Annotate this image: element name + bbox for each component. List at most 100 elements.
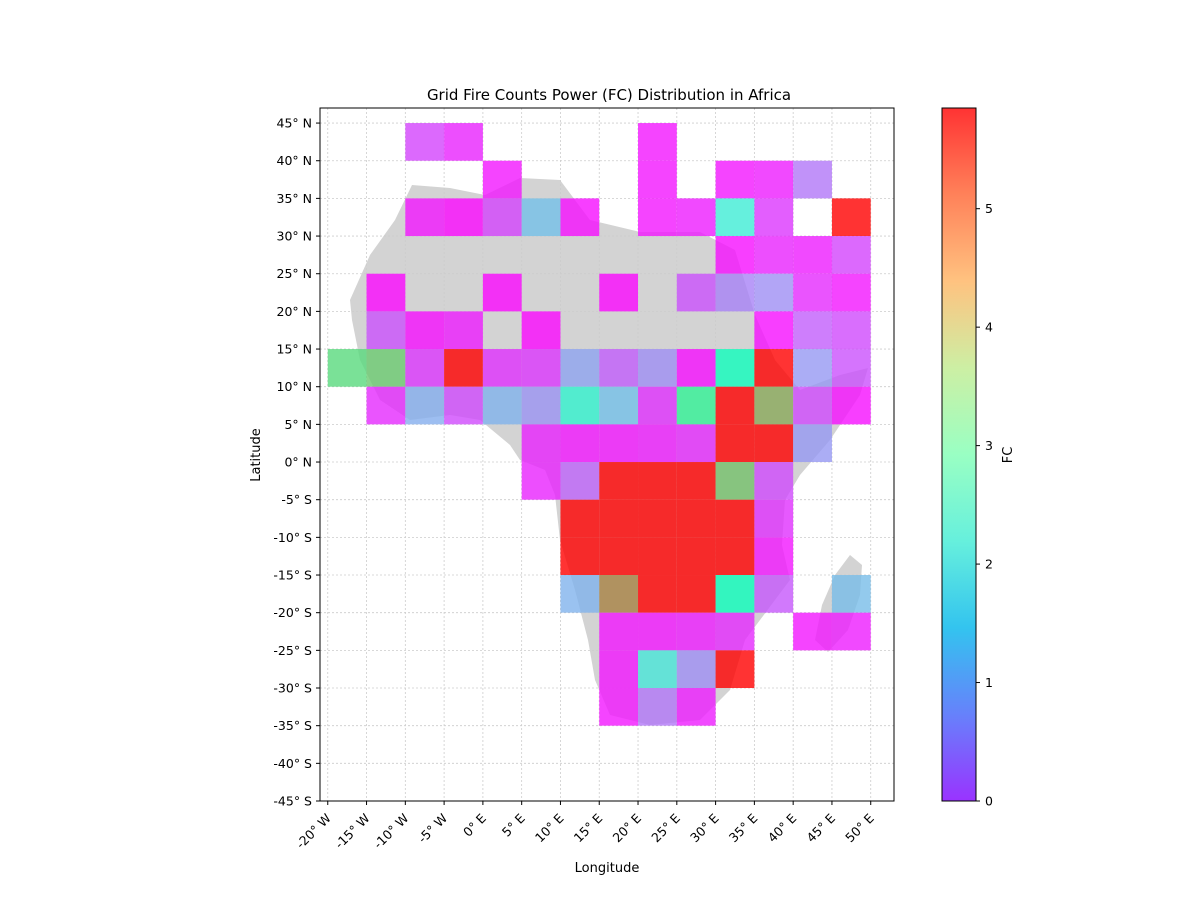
y-tick-label: -5° S [281,492,312,507]
heatmap-cell [638,462,677,500]
heatmap-cell [405,349,445,387]
heatmap-cell [482,386,522,425]
y-tick-label: 15° N [277,342,312,357]
heatmap-cell [715,650,755,689]
x-tick-label: -5° W [415,811,450,846]
heatmap-cell [521,386,561,425]
heatmap-cell [715,198,755,237]
colorbar-tick-label: 2 [985,557,993,572]
heatmap-cell [560,386,600,425]
heatmap-cell [638,650,677,689]
heatmap-cell [831,386,871,425]
heatmap-cell [715,537,755,576]
x-tick-label: 45° E [803,810,838,845]
heatmap-cell [560,198,600,237]
y-tick-label: 20° N [277,304,312,319]
heatmap-cell [599,462,639,500]
heatmap-cell [754,462,794,500]
colorbar-tick-label: 0 [985,794,993,809]
x-tick-label: -20° W [293,811,334,852]
heatmap-cell [599,575,639,613]
heatmap-cell [754,198,794,237]
heatmap-cell [599,349,639,387]
colorbar-tick-label: 3 [985,438,993,453]
heatmap-cell [599,273,639,312]
heatmap-cell [638,198,677,237]
heatmap-cell [638,160,677,199]
heatmap-cell [676,612,716,651]
y-tick-label: -45° S [273,794,312,809]
heatmap-cell [638,424,677,463]
x-axis-ticks: -20° W-15° W-10° W -5° W 0° E 5° E 10° E 15° … [293,801,877,852]
heatmap-cell [638,612,677,651]
heatmap-cell [521,349,561,387]
x-tick-label: 50° E [842,810,877,845]
heatmap-cell [676,424,716,463]
heatmap-cell [831,349,871,387]
heatmap-cell [521,311,561,350]
y-tick-label: -10° S [273,530,312,545]
heatmap-cell [793,160,832,199]
heatmap-cell [754,499,794,538]
heatmap-cell [715,462,755,500]
heatmap-cell [793,273,832,312]
heatmap-cell [599,688,639,726]
fire-count-cells [327,123,871,726]
heatmap-cell [793,612,832,651]
heatmap-cell [405,386,445,425]
y-tick-label: 25° N [277,266,312,281]
heatmap-cell [715,612,755,651]
heatmap-cell [793,424,832,463]
heatmap-cell [638,688,677,726]
heatmap-cell [560,537,600,576]
y-tick-label: -35° S [273,718,312,733]
x-tick-label: -10° W [370,811,411,852]
heatmap-cell [327,349,367,387]
y-tick-label: -25° S [273,643,312,658]
heatmap-cell [754,386,794,425]
heatmap-cell [482,349,522,387]
heatmap-cell [715,575,755,613]
y-axis-ticks: 45° N 40° N 35° N 30° N 25° N 20° N 15° N 10° N… [273,116,320,809]
heatmap-cell [831,273,871,312]
y-tick-label: -40° S [273,756,312,771]
y-tick-label: 5° N [284,417,312,432]
heatmap-cell [831,236,871,274]
heatmap-cell [638,349,677,387]
heatmap-cell [482,273,522,312]
heatmap-cell [754,537,794,576]
heatmap-cell [560,499,600,538]
heatmap-cell [638,537,677,576]
heatmap-cell [599,650,639,689]
heatmap-cell [638,386,677,425]
plot-area [319,107,895,802]
heatmap-cell [754,349,794,387]
heatmap-cell [676,537,716,576]
heatmap-cell [831,575,871,613]
heatmap-cell [676,273,716,312]
heatmap-cell [521,462,561,500]
heatmap-cell [366,349,406,387]
heatmap-cell [482,198,522,237]
heatmap-cell [366,273,406,312]
y-tick-label: 40° N [277,153,312,168]
heatmap-cell [715,386,755,425]
heatmap-cell [715,236,755,274]
heatmap-cell [444,386,483,425]
heatmap-cell [715,424,755,463]
y-tick-label: 0° N [284,455,312,470]
x-tick-label: 40° E [765,810,800,845]
heatmap-cell [444,123,483,161]
chart-title: Grid Fire Counts Power (FC) Distribution… [427,86,791,104]
heatmap-cell [560,462,600,500]
heatmap-cell [831,198,871,237]
heatmap-cell [366,386,406,425]
heatmap-cell [444,198,483,237]
heatmap-cell [676,499,716,538]
heatmap-cell [676,349,716,387]
x-tick-label: 0° E [460,810,489,839]
x-tick-label: 35° E [726,810,761,845]
heatmap-cell [599,424,639,463]
heatmap-cell [715,349,755,387]
x-tick-label: 5° E [499,810,528,839]
